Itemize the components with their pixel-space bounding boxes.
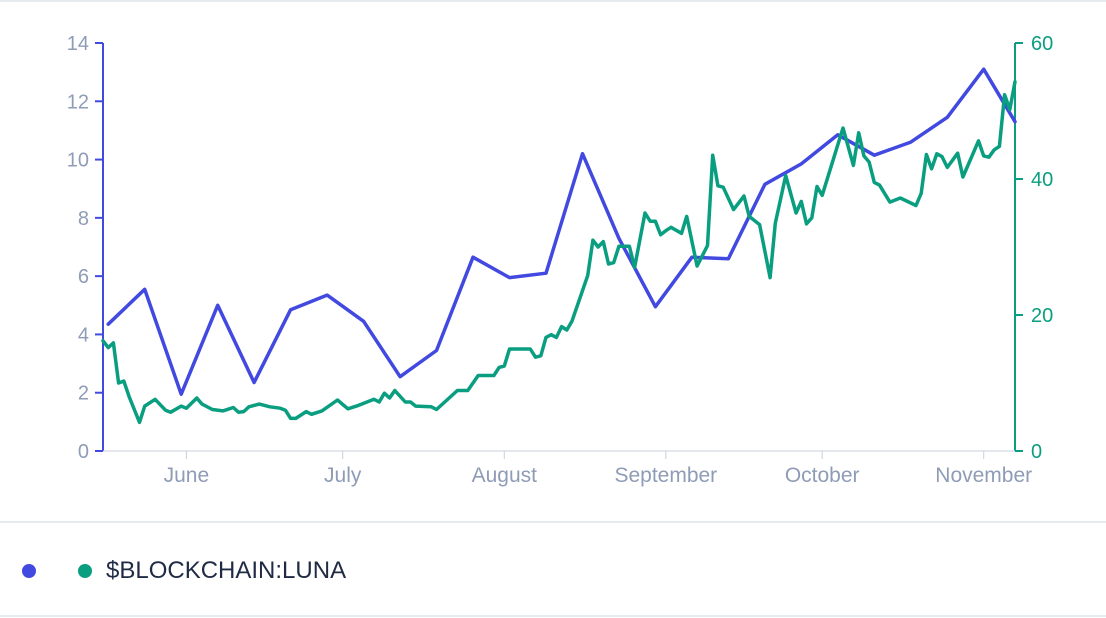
y-left-tick-label: 10 [67,150,89,172]
y-left-tick-label: 2 [78,383,89,405]
y-right-tick-label: 60 [1031,33,1053,55]
series-a-line [106,67,1017,396]
bottom-border [0,615,1106,617]
y-left-tick-label: 0 [78,441,89,463]
legend: $BLOCKCHAIN:LUNA [0,524,1106,616]
series-b-line [101,80,1017,425]
chart-area: 0 2 4 6 8 10 12 14 0 20 40 60 June July August Septembe… [67,33,1054,487]
x-tick-label: October [785,464,860,487]
y-right-tick-label: 20 [1031,305,1053,327]
legend-series-b-swatch[interactable] [78,564,92,578]
y-left-tick-label: 4 [78,324,89,346]
y-left-tick-label: 8 [78,208,89,230]
x-tick-label: September [614,464,717,487]
line-chart: 0 2 4 6 8 10 12 14 0 20 40 60 June July August Septembe… [67,33,1054,487]
y-right-tick-label: 0 [1031,441,1042,463]
x-tick-label: July [324,464,362,487]
legend-label[interactable]: $BLOCKCHAIN:LUNA [106,557,347,584]
y-left-tick-label: 6 [78,266,89,288]
y-left-tick-label: 14 [67,33,89,55]
top-border [0,0,1106,2]
y-right-tick-label: 40 [1031,169,1053,191]
y-left-tick-label: 12 [67,91,89,113]
x-tick-label: November [935,464,1032,487]
x-tick-label: August [472,464,538,487]
ticks: 0 2 4 6 8 10 12 14 0 20 40 60 June July August Septembe… [67,33,1054,487]
axes [102,43,1016,452]
x-tick-label: June [164,464,210,487]
series-lines [101,67,1017,425]
legend-top-divider [0,521,1106,523]
legend-series-a-swatch[interactable] [22,564,36,578]
